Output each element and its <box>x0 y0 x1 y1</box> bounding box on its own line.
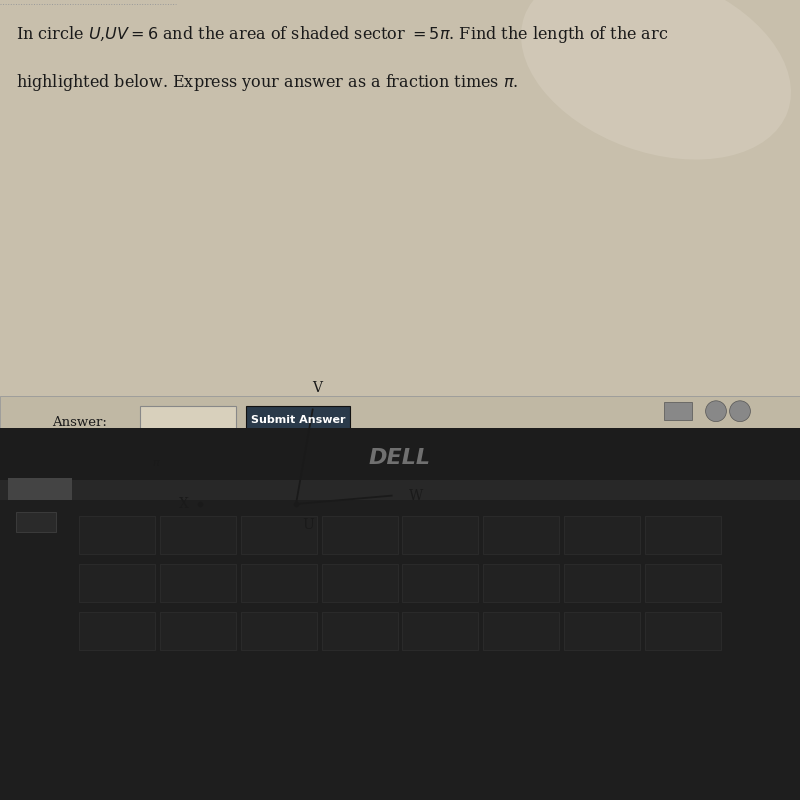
Bar <box>241 564 317 602</box>
Bar <box>241 612 317 650</box>
Bar <box>645 564 721 602</box>
Bar <box>402 612 478 650</box>
Text: Answer:: Answer: <box>52 415 107 429</box>
Bar <box>8 478 72 503</box>
Text: Submit Answer: Submit Answer <box>251 414 346 425</box>
Bar <box>322 564 398 602</box>
Bar <box>241 516 317 554</box>
Text: In circle $U$,$UV = 6$ and the area of shaded sector $= 5\pi$. Find the length o: In circle $U$,$UV = 6$ and the area of s… <box>16 24 668 45</box>
Bar <box>0 500 800 800</box>
Text: DELL: DELL <box>369 448 431 469</box>
Bar <box>0 396 800 448</box>
Bar <box>564 564 640 602</box>
Text: W: W <box>409 489 423 502</box>
Bar <box>0 428 800 484</box>
Ellipse shape <box>521 0 791 159</box>
Bar <box>483 564 559 602</box>
Bar <box>645 516 721 554</box>
Bar <box>645 612 721 650</box>
Bar <box>160 564 236 602</box>
Bar <box>322 612 398 650</box>
Bar <box>664 402 692 420</box>
Text: U: U <box>302 518 314 533</box>
Bar <box>483 612 559 650</box>
Bar <box>79 612 155 650</box>
Circle shape <box>730 401 750 422</box>
Bar <box>483 516 559 554</box>
Bar <box>0 0 800 452</box>
Bar <box>322 516 398 554</box>
Bar <box>0 480 800 500</box>
Text: highlighted below. Express your answer as a fraction times $\pi$.: highlighted below. Express your answer a… <box>16 72 518 93</box>
Bar <box>140 406 236 434</box>
Text: $\pi$: $\pi$ <box>151 458 161 467</box>
Bar <box>160 612 236 650</box>
Circle shape <box>706 401 726 422</box>
Bar <box>246 406 350 434</box>
Bar <box>79 564 155 602</box>
Bar <box>402 564 478 602</box>
Bar <box>564 516 640 554</box>
Bar <box>16 512 56 532</box>
Bar <box>79 516 155 554</box>
Bar <box>564 612 640 650</box>
Bar <box>160 516 236 554</box>
Bar <box>402 516 478 554</box>
Wedge shape <box>296 410 392 504</box>
Text: V: V <box>312 381 322 395</box>
Text: X: X <box>178 497 189 511</box>
